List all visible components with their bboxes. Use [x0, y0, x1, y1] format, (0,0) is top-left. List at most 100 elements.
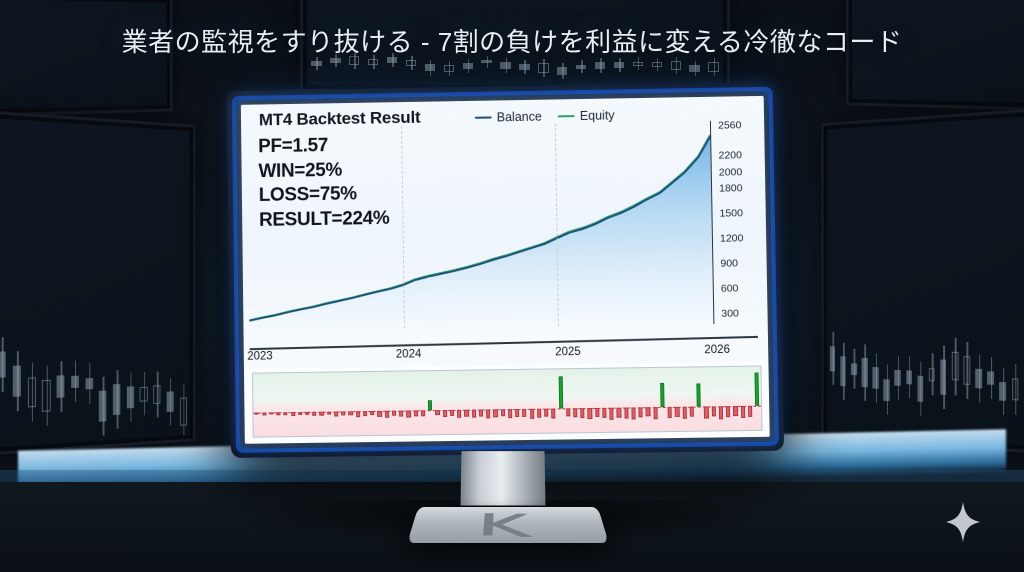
- pnl-bar-loss: [689, 406, 694, 418]
- candlestick: [575, 64, 587, 69]
- y-axis-tick: 900: [720, 257, 739, 270]
- y-axis-tick: 2560: [717, 119, 742, 132]
- pnl-bar-loss: [391, 410, 397, 416]
- background-monitor-center: [300, 0, 730, 92]
- pnl-bar-loss: [298, 412, 303, 416]
- pnl-bar-loss: [399, 410, 404, 417]
- pnl-bar-loss: [442, 410, 447, 417]
- pnl-bar-loss: [718, 406, 724, 419]
- pnl-bar-loss: [638, 407, 643, 418]
- candlestick-wick: [373, 55, 375, 70]
- candlestick-wick: [675, 57, 678, 75]
- sparkle-icon: [946, 502, 980, 542]
- pnl-bar-loss: [269, 412, 274, 415]
- legend-item-balance: Balance: [474, 109, 542, 125]
- candlestick: [424, 64, 436, 72]
- legend-swatch-equity: [557, 114, 575, 118]
- pnl-bar-loss: [565, 408, 571, 417]
- pnl-bar-loss: [334, 411, 339, 417]
- pnl-bar-loss: [305, 411, 310, 415]
- candlestick-wick: [713, 58, 716, 76]
- candlestick: [311, 60, 322, 66]
- legend-swatch-balance: [474, 116, 492, 120]
- y-axis-tick: 2200: [718, 149, 743, 162]
- candlestick: [975, 368, 982, 389]
- candlestick: [1011, 378, 1019, 401]
- pnl-bar-loss: [602, 407, 607, 419]
- equity-plot-area: [247, 121, 713, 331]
- pnl-bar-loss: [704, 406, 709, 419]
- candlestick: [861, 357, 868, 388]
- candlestick: [112, 384, 121, 416]
- candlestick: [166, 391, 174, 412]
- pnl-bar-loss: [529, 408, 534, 419]
- background-monitor-right: [821, 108, 1024, 454]
- pnl-bar-loss: [522, 408, 527, 417]
- pnl-bar-chart: [251, 365, 763, 438]
- pnl-bar-loss: [363, 411, 368, 417]
- pnl-bar-loss: [580, 408, 585, 419]
- candlestick: [367, 59, 379, 66]
- pnl-bar-loss: [449, 409, 455, 417]
- candlestick: [708, 62, 719, 72]
- candlestick: [999, 381, 1007, 401]
- candlestick: [632, 61, 644, 66]
- pnl-bar-profit: [660, 382, 665, 408]
- background-candlestick-chart: [0, 118, 190, 448]
- pnl-bar-loss: [326, 411, 332, 415]
- candlestick: [594, 62, 606, 69]
- candlestick: [905, 370, 913, 385]
- equity-curve-svg: [247, 121, 713, 331]
- legend-label-balance: Balance: [496, 109, 542, 125]
- candlestick: [883, 378, 890, 401]
- candlestick: [27, 377, 36, 408]
- candlestick-wick: [354, 51, 356, 69]
- candlestick: [951, 352, 959, 381]
- candlestick: [928, 367, 935, 382]
- pnl-bar-loss: [682, 406, 687, 419]
- pnl-bar-profit: [558, 376, 563, 409]
- pnl-bar-loss: [711, 406, 716, 417]
- background-candlestick-chart: [307, 0, 723, 85]
- candlestick-wick: [637, 57, 640, 70]
- candlestick: [462, 62, 473, 70]
- candlestick: [42, 379, 51, 412]
- candlestick: [829, 345, 836, 372]
- y-axis: 300 600 900 1200 1500 1800 2000 2200 2560: [709, 119, 768, 324]
- candlestick: [330, 58, 341, 64]
- y-axis-tick: 600: [720, 282, 739, 295]
- candlestick: [557, 66, 568, 75]
- candlestick: [153, 384, 161, 405]
- pnl-bar-loss: [594, 407, 600, 418]
- pnl-panel: [243, 361, 770, 444]
- candlestick: [349, 55, 360, 65]
- y-axis-tick: 300: [721, 307, 740, 320]
- pnl-bar-loss: [747, 405, 753, 417]
- monitor-stand-neck: [460, 451, 546, 506]
- pnl-bar-loss: [435, 410, 440, 416]
- pnl-bar-loss: [413, 410, 418, 417]
- candlestick: [179, 397, 187, 426]
- candlestick: [987, 371, 995, 385]
- candlestick-wick: [543, 59, 545, 77]
- pnl-bar-loss: [616, 407, 622, 418]
- pnl-bar-loss: [493, 409, 498, 418]
- pnl-bar-loss: [464, 409, 469, 417]
- candlestick: [386, 56, 398, 64]
- pnl-bar-loss: [377, 410, 382, 417]
- pnl-bar-loss: [290, 412, 296, 416]
- pnl-bar-loss: [536, 408, 542, 418]
- pnl-bar-loss: [551, 408, 556, 420]
- pnl-bar-loss: [624, 407, 629, 419]
- pnl-bar-loss: [573, 408, 578, 418]
- candlestick: [126, 386, 134, 409]
- pnl-bar-loss: [486, 409, 491, 419]
- x-axis-tick: 2026: [704, 343, 731, 357]
- pnl-bar-loss: [478, 409, 484, 417]
- monitor-screen[interactable]: MT4 Backtest Result Balance Equity PF=1.…: [240, 95, 770, 444]
- candlestick-wick: [448, 60, 451, 76]
- candlestick: [670, 61, 681, 71]
- pnl-bar-loss: [587, 408, 593, 420]
- pnl-bar-loss: [631, 407, 636, 420]
- x-axis-tick: 2024: [395, 348, 422, 361]
